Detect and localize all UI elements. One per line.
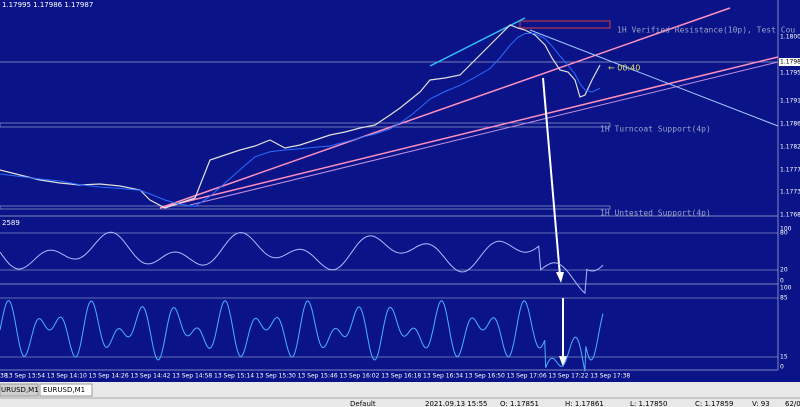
status-item: Default (350, 400, 376, 407)
status-item: H: 1.17861 (565, 400, 604, 407)
arrow-head (559, 356, 567, 367)
time-label: 13 Sep 14:26 (89, 373, 129, 380)
status-item: 2021.09.13 15:55 (425, 400, 487, 407)
time-label: 13 Sep 16:18 (381, 373, 421, 380)
price-line (0, 24, 601, 209)
tab-active[interactable] (39, 383, 93, 397)
osc-scale: 100 (780, 226, 792, 233)
time-label: 38 (0, 373, 8, 380)
price-label: 1.17820 (780, 144, 800, 151)
quote: 1.17995 1.17986 1.17987 (2, 1, 93, 9)
timer: ← 00:40 (608, 64, 640, 73)
status-item: 62/0 kb (785, 400, 800, 407)
osc-scale: 0 (780, 364, 784, 371)
time-label: 13 Sep 16:02 (339, 373, 379, 380)
time-label: 13 Sep 17:06 (507, 373, 547, 380)
arrow-head (556, 272, 564, 283)
footer-background (0, 382, 800, 407)
price-label: 1.17865 (780, 121, 800, 128)
status-item: V: 93 (752, 400, 770, 407)
osc-scale: 20 (780, 267, 788, 274)
osc-scale: 0 (780, 278, 784, 285)
time-label: 13 Sep 15:30 (256, 373, 296, 380)
price-label: 1.18005 (780, 34, 800, 41)
oscillator-line (0, 231, 604, 295)
osc-scale: 80 (780, 230, 788, 237)
time-label: 13 Sep 14:42 (130, 373, 170, 380)
oscillator-line (0, 300, 604, 372)
time-label: 13 Sep 16:50 (465, 373, 505, 380)
price-label: 1.17775 (780, 167, 800, 174)
resistance-zone (519, 20, 611, 29)
price-label: 1.17910 (780, 98, 800, 105)
untested-zone (0, 205, 611, 210)
time-label: 13 Sep 14:10 (47, 373, 87, 380)
price-label: 1.17955 (780, 70, 800, 77)
osc-scale: 15 (780, 354, 788, 361)
moving-average (0, 33, 601, 207)
status-item: L: 1.17850 (630, 400, 667, 407)
tab-label: EURUSD,M1 (43, 386, 85, 394)
time-label: 13 Sep 15:14 (214, 373, 254, 380)
chart-background (0, 0, 800, 382)
level-label: 1H Verified Resistance(10p), Test Cou (617, 26, 795, 35)
price-label: 1.17730 (780, 189, 800, 196)
osc-scale: 85 (780, 295, 788, 302)
tab[interactable] (0, 383, 39, 397)
level-label: 1H Turncoat Support(4p) (600, 125, 711, 134)
turncoat-zone (0, 122, 611, 128)
arrow (542, 77, 561, 277)
time-label: 13 Sep 16:34 (423, 373, 463, 380)
osc-label: 2589 (2, 219, 20, 227)
time-label: 13 Sep 15:46 (298, 373, 338, 380)
trend-line (189, 61, 779, 206)
time-label: 13 Sep 17:38 (590, 373, 630, 380)
status-item: O: 1.17851 (500, 400, 539, 407)
status-item: C: 1.17859 (695, 400, 733, 407)
time-label: 13 Sep 13:54 (5, 373, 45, 380)
osc-scale: 100 (780, 285, 792, 292)
trend-line (159, 56, 779, 209)
trend-line (529, 29, 779, 127)
price-highlight (779, 58, 800, 66)
price-label: 1.17685 (780, 212, 800, 219)
level-label: 1H Untested Support(4p) (600, 209, 711, 218)
trend-line (159, 7, 731, 209)
tab-label: URUSD,M1 (1, 386, 39, 394)
time-label: 13 Sep 14:58 (172, 373, 212, 380)
price-label: 1.17987 (780, 59, 800, 66)
time-label: 13 Sep 17:22 (548, 373, 588, 380)
